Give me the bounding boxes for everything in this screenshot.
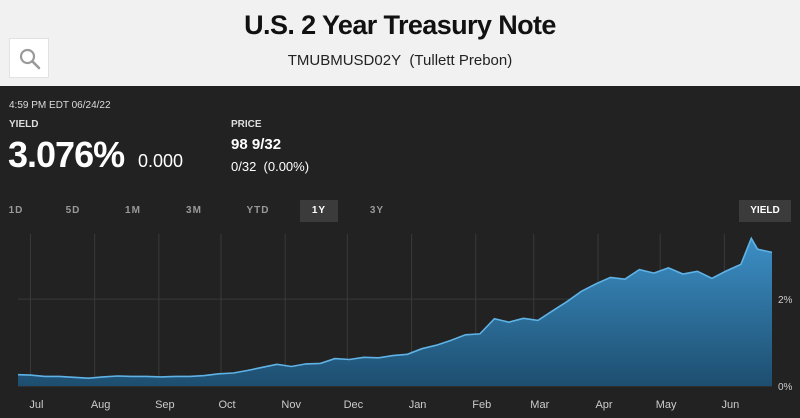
range-tab-3m[interactable]: 3M <box>186 205 202 216</box>
range-tab-5d[interactable]: 5D <box>65 205 81 216</box>
price-value: 98 9/32 <box>231 136 282 153</box>
yield-toggle-button[interactable]: YIELD <box>739 200 791 222</box>
timestamp: 4:59 PM EDT 06/24/22 <box>9 100 111 111</box>
header: U.S. 2 Year Treasury Note TMUBMUSD02Y (T… <box>0 0 800 86</box>
range-tab-1d[interactable]: 1D <box>8 205 24 216</box>
yield-change: 0.000 <box>138 151 184 171</box>
x-tick-label: Jun <box>721 399 739 411</box>
y-tick-label: 0% <box>778 382 793 393</box>
yield-chart: 2% 0% Jul Aug Sep Oct Nov Dec Jan Feb Mar Apr May Jun <box>17 234 793 411</box>
x-tick-label: Oct <box>218 399 235 411</box>
x-tick-label: May <box>656 399 677 411</box>
x-tick-label: Sep <box>155 399 175 411</box>
range-tab-1y[interactable]: 1Y <box>300 200 338 222</box>
x-tick-label: Aug <box>91 399 111 411</box>
search-button[interactable] <box>9 38 49 78</box>
yield-line <box>17 236 773 380</box>
range-tab-1m[interactable]: 1M <box>125 205 141 216</box>
x-tick-label: Feb <box>472 399 491 411</box>
range-tab-3y[interactable]: 3Y <box>369 205 385 216</box>
y-tick-label: 2% <box>778 295 793 306</box>
search-icon <box>19 48 41 70</box>
x-tick-label: Apr <box>595 399 612 411</box>
x-tick-label: Jan <box>409 399 427 411</box>
x-tick-label: Jul <box>29 399 43 411</box>
x-tick-label: Nov <box>281 399 301 411</box>
price-change: 0/32 (0.00%) <box>231 159 310 174</box>
page-subtitle: TMUBMUSD02Y (Tullett Prebon) <box>287 52 513 69</box>
yield-value: 3.076% <box>8 134 125 175</box>
page-title: U.S. 2 Year Treasury Note <box>244 10 556 40</box>
yield-area <box>18 238 772 386</box>
range-tab-ytd[interactable]: YTD <box>246 205 270 216</box>
yield-label: YIELD <box>9 119 39 130</box>
quote-panel: 4:59 PM EDT 06/24/22 YIELD 3.076% 0.000 … <box>0 86 800 418</box>
x-tick-label: Mar <box>530 399 549 411</box>
x-tick-label: Dec <box>344 399 364 411</box>
price-label: PRICE <box>231 119 262 130</box>
